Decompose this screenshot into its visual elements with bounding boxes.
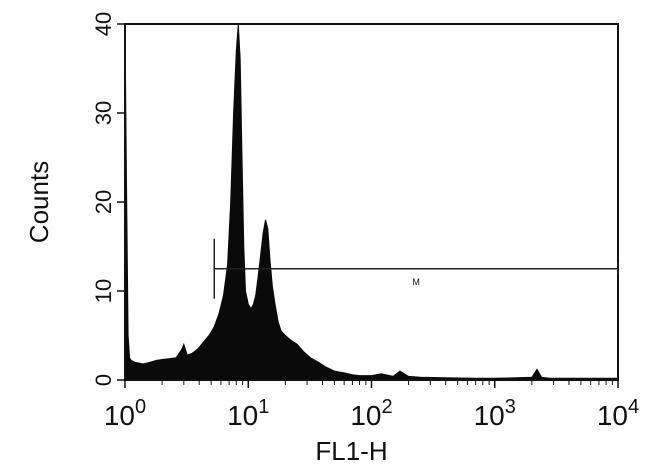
x-tick-label: 100 <box>104 396 146 431</box>
x-tick-label-exponent: 0 <box>135 396 146 418</box>
x-tick-label: 104 <box>597 396 639 431</box>
x-axis: 100 101 102 103 104 <box>104 380 639 431</box>
x-tick-label-base: 10 <box>227 400 258 431</box>
gate-label: M <box>412 277 420 287</box>
y-tick-label: 40 <box>91 12 116 36</box>
x-tick-label: 102 <box>350 396 392 431</box>
marker-gate: M <box>213 238 619 299</box>
y-tick-label: 20 <box>91 190 116 214</box>
y-axis-label: Counts <box>24 161 54 243</box>
y-axis: 0 10 20 30 40 <box>91 12 125 386</box>
x-tick-label-exponent: 1 <box>258 396 269 418</box>
plot-frame <box>124 23 619 381</box>
x-tick-label-base: 10 <box>350 400 381 431</box>
x-tick-label-base: 10 <box>474 400 505 431</box>
y-tick-label: 30 <box>91 101 116 125</box>
x-tick-label-exponent: 4 <box>628 396 639 418</box>
x-tick-label: 103 <box>474 396 516 431</box>
x-tick-label: 101 <box>227 396 269 431</box>
x-tick-label-exponent: 3 <box>505 396 516 418</box>
x-tick-label-base: 10 <box>104 400 135 431</box>
y-tick-label: 10 <box>91 279 116 303</box>
histogram-series <box>124 23 619 381</box>
y-tick-label: 0 <box>91 374 116 386</box>
x-tick-label-exponent: 2 <box>382 396 393 418</box>
x-tick-label-base: 10 <box>597 400 628 431</box>
plot-area <box>124 23 619 381</box>
x-axis-label: FL1-H <box>315 436 387 466</box>
